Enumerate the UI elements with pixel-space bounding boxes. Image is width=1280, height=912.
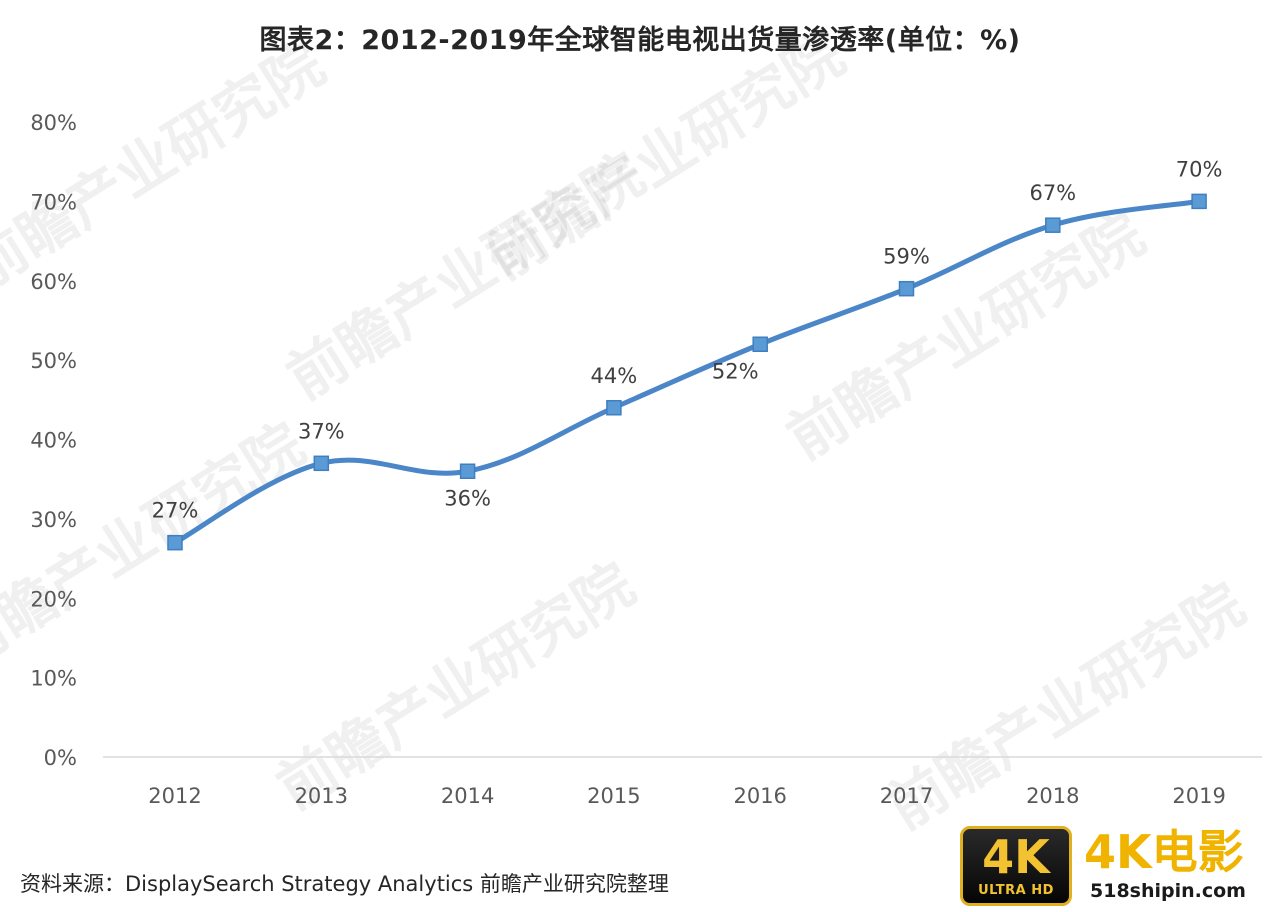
x-tick-label: 2017 xyxy=(880,784,933,808)
data-point xyxy=(313,455,330,472)
data-point xyxy=(459,463,476,479)
y-tick-label: 0% xyxy=(44,746,77,770)
data-label: 44% xyxy=(591,364,638,388)
data-label: 67% xyxy=(1029,181,1076,205)
y-tick-label: 30% xyxy=(30,508,77,532)
data-point xyxy=(1191,193,1207,210)
data-label: 37% xyxy=(298,419,345,443)
ultra-hd-text: ULTRA HD xyxy=(978,883,1054,898)
badge-site: 518shipin.com xyxy=(1090,880,1246,902)
data-markers xyxy=(167,193,1207,551)
data-point xyxy=(167,534,183,551)
x-tick-label: 2013 xyxy=(295,784,348,808)
y-tick-label: 10% xyxy=(30,667,77,691)
source-note: 资料来源：DisplaySearch Strategy Analytics 前瞻… xyxy=(20,872,669,896)
data-point xyxy=(606,400,622,416)
y-tick-label: 40% xyxy=(30,429,77,453)
4k-logo: 4K ULTRA HD xyxy=(960,826,1072,906)
data-point xyxy=(898,280,915,297)
data-point xyxy=(1045,217,1061,233)
series-line xyxy=(172,198,1202,546)
y-tick-label: 60% xyxy=(30,270,77,294)
data-point xyxy=(752,336,768,352)
x-tick-label: 2014 xyxy=(441,784,494,808)
data-label: 36% xyxy=(444,486,491,510)
x-tick-label: 2018 xyxy=(1026,784,1079,808)
y-tick-label: 70% xyxy=(30,190,77,214)
4k-logo-text: 4K xyxy=(982,830,1050,884)
chart-title: 图表2：2012-2019年全球智能电视出货量渗透率(单位：%) xyxy=(259,25,1021,56)
data-labels: 27% 37% 36% 44% 52% 59% 67% 70% xyxy=(152,157,1223,522)
y-tick-label: 20% xyxy=(30,587,77,611)
x-tick-label: 2015 xyxy=(587,784,640,808)
data-label: 70% xyxy=(1176,157,1223,181)
data-label: 52% xyxy=(712,359,759,383)
x-tick-label: 2016 xyxy=(733,784,786,808)
y-axis-labels: 0% 10% 20% 30% 40% 50% 60% 70% 80% xyxy=(30,111,77,770)
badge-brand: 4K电影 xyxy=(1084,825,1244,879)
data-label: 27% xyxy=(152,499,199,523)
x-tick-label: 2012 xyxy=(148,784,201,808)
y-tick-label: 80% xyxy=(30,111,77,135)
x-axis-labels: 2012 2013 2014 2015 2016 2017 2018 2019 xyxy=(148,784,1226,808)
y-tick-label: 50% xyxy=(30,349,77,373)
data-label: 59% xyxy=(883,245,930,269)
x-tick-label: 2019 xyxy=(1172,784,1225,808)
watermark-badge: 4K ULTRA HD 4K电影 518shipin.com xyxy=(960,826,1270,906)
